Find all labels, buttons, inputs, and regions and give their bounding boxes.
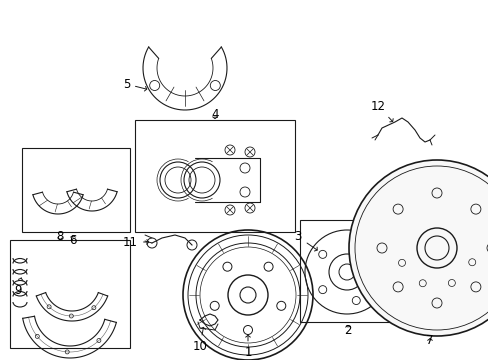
Bar <box>299 220 394 322</box>
Text: 5: 5 <box>122 77 146 91</box>
Circle shape <box>348 160 488 336</box>
Text: 7: 7 <box>426 333 433 346</box>
Polygon shape <box>195 158 260 202</box>
Text: 2: 2 <box>344 324 351 337</box>
Text: 10: 10 <box>192 327 207 354</box>
Text: 8: 8 <box>56 230 63 243</box>
Text: 12: 12 <box>370 99 392 122</box>
Text: 3: 3 <box>294 230 317 251</box>
Text: 6: 6 <box>69 234 77 247</box>
Text: 9: 9 <box>14 278 23 297</box>
Text: 11: 11 <box>123 235 148 248</box>
Text: 4: 4 <box>211 108 218 121</box>
Text: 1: 1 <box>244 336 251 360</box>
Bar <box>10 240 130 348</box>
Bar <box>22 148 130 232</box>
Bar <box>135 120 294 232</box>
